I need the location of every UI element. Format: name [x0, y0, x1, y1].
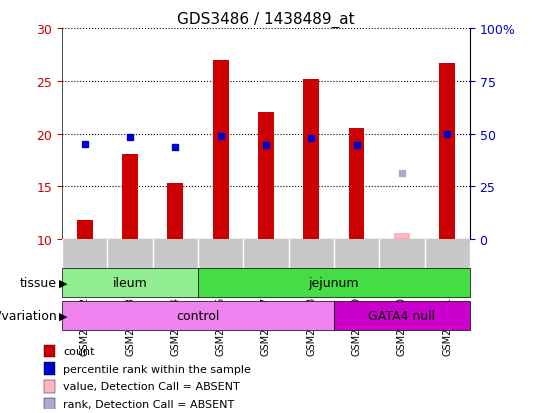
- Title: GDS3486 / 1438489_at: GDS3486 / 1438489_at: [177, 12, 355, 28]
- Bar: [198, 268, 470, 297]
- Bar: [44, 380, 55, 393]
- Text: genotype/variation: genotype/variation: [0, 309, 57, 323]
- Bar: [213, 61, 228, 240]
- Bar: [394, 233, 410, 240]
- Bar: [349, 129, 365, 240]
- Bar: [167, 184, 183, 240]
- Bar: [44, 345, 55, 358]
- Text: control: control: [177, 309, 220, 323]
- Bar: [44, 363, 55, 375]
- Text: ▶: ▶: [59, 278, 68, 288]
- Bar: [77, 221, 93, 240]
- Text: GATA4 null: GATA4 null: [368, 309, 435, 323]
- Bar: [258, 113, 274, 240]
- Text: ▶: ▶: [59, 311, 68, 321]
- Text: tissue: tissue: [19, 276, 57, 290]
- Bar: [44, 398, 55, 410]
- Text: percentile rank within the sample: percentile rank within the sample: [63, 364, 251, 374]
- Bar: [334, 301, 470, 330]
- Bar: [62, 268, 198, 297]
- Text: count: count: [63, 347, 95, 356]
- Text: value, Detection Call = ABSENT: value, Detection Call = ABSENT: [63, 382, 240, 392]
- Bar: [439, 64, 455, 240]
- Bar: [303, 79, 319, 240]
- Bar: [62, 301, 334, 330]
- Text: jejunum: jejunum: [309, 276, 359, 290]
- Bar: [122, 154, 138, 240]
- Text: rank, Detection Call = ABSENT: rank, Detection Call = ABSENT: [63, 399, 234, 409]
- Text: ileum: ileum: [113, 276, 147, 290]
